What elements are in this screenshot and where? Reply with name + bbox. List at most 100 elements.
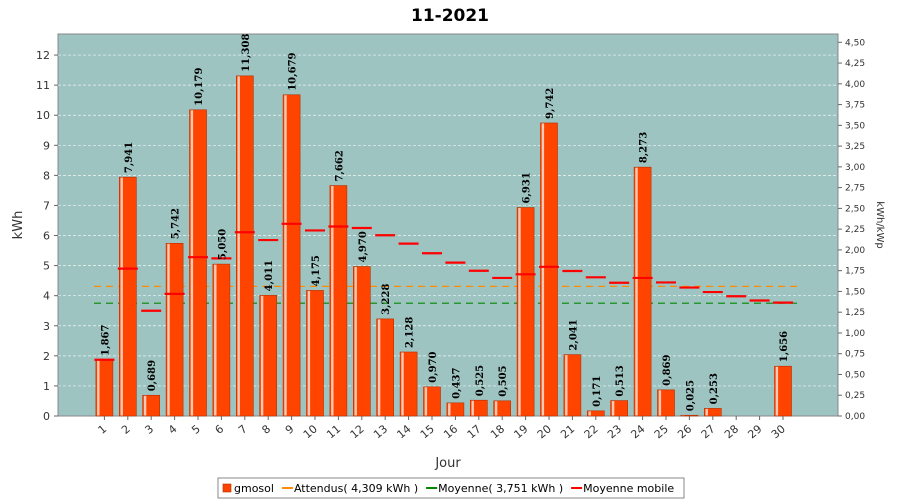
x-tick-label: 15 (418, 422, 437, 441)
y2-tick-label: 0,75 (845, 350, 865, 360)
x-tick-label: 5 (189, 422, 203, 436)
bar-highlight (167, 243, 170, 416)
bar-highlight (494, 401, 498, 416)
value-label: 0,253 (709, 373, 720, 404)
y2-tick-label: 0,25 (845, 391, 865, 401)
value-label: 3,228 (381, 284, 392, 315)
bar-highlight (120, 177, 123, 416)
bar-highlight (97, 360, 100, 416)
y2-tick-label: 0,50 (845, 370, 865, 380)
legend-box (217, 477, 685, 499)
y2-axis-label: kWh/kWp (874, 201, 885, 248)
x-tick-label: 29 (745, 422, 764, 441)
x-tick-label: 22 (582, 422, 601, 441)
grid-lines (58, 54, 838, 387)
x-tick-label: 2 (119, 422, 133, 436)
x-tick-label: 30 (769, 422, 788, 441)
bar-highlight (518, 208, 521, 416)
chart-title: 11-2021 (411, 6, 489, 26)
y-tick-label: 2 (43, 350, 50, 363)
x-tick-label: 6 (213, 422, 227, 436)
bar-highlight (307, 290, 311, 416)
bar-highlight (448, 403, 451, 416)
bar-highlight (588, 411, 591, 416)
bar-highlight (611, 401, 615, 416)
y2-tick-label: 2,75 (845, 184, 865, 194)
x-tick-label: 16 (441, 422, 460, 441)
y2-tick-label: 4,50 (845, 38, 865, 48)
value-label: 0,505 (498, 365, 509, 396)
value-label: 2,128 (405, 317, 416, 348)
bar-highlight (541, 123, 545, 416)
moving-average-series (94, 222, 793, 361)
x-tick-label: 26 (675, 422, 694, 441)
y2-tick-label: 0,00 (845, 412, 865, 422)
x-tick-label: 10 (301, 422, 320, 441)
bar-highlight (635, 167, 638, 416)
y-tick-label: 6 (43, 230, 50, 243)
bar-highlight (331, 186, 334, 416)
y-tick-label: 1 (43, 380, 50, 393)
bar-highlight (471, 400, 474, 416)
y2-tick-label: 2,00 (845, 246, 865, 256)
bar-series (95, 75, 792, 417)
x-tick-label: 14 (394, 422, 413, 441)
plot-area (57, 33, 839, 417)
y2-tick-label: 4,00 (845, 80, 865, 90)
x-tick-label: 18 (488, 422, 507, 441)
y-tick-label: 9 (43, 139, 50, 152)
value-label: 4,970 (358, 231, 369, 262)
y2-tick-label: 1,25 (845, 308, 865, 318)
value-label: 5,742 (171, 208, 182, 239)
reference-lines (94, 285, 798, 304)
value-label: 1,867 (100, 324, 111, 355)
x-tick-label: 28 (722, 422, 741, 441)
value-label: 0,513 (615, 365, 626, 396)
y-axis-label: kWh (11, 211, 26, 240)
y2-tick-label: 4,25 (845, 59, 865, 69)
bar-highlight (260, 295, 264, 416)
x-tick-label: 25 (652, 422, 671, 441)
value-label: 10,679 (288, 52, 299, 90)
y2-tick-label: 3,50 (845, 121, 865, 131)
value-label: 0,025 (685, 380, 696, 411)
y2-tick-label: 1,75 (845, 267, 865, 277)
bar-highlight (190, 110, 194, 416)
right-y-axis: 0,00 0,25 0,50 0,75 1,00 1,25 1,50 1,75 2,00 2,25… (838, 38, 865, 422)
x-tick-label: 9 (283, 422, 297, 436)
x-tick-label: 13 (371, 422, 390, 441)
y-tick-label: 7 (43, 199, 50, 212)
x-tick-label: 23 (605, 422, 624, 441)
value-label: 0,869 (662, 355, 673, 386)
x-axis: 1 2 3 4 5 6 7 8 9 10 11 12 13 14 15 16 17 18 19 20 21 22 23 24 2… (96, 416, 788, 441)
x-tick-label: 17 (465, 422, 484, 441)
value-label: 5,050 (217, 229, 228, 260)
value-label: 10,179 (194, 68, 205, 106)
y-tick-label: 0 (43, 410, 50, 423)
bar-highlight (424, 387, 428, 416)
x-tick-label: 3 (142, 422, 156, 436)
bar-highlight (237, 76, 240, 416)
y-tick-label: 11 (36, 79, 50, 92)
x-tick-label: 12 (348, 422, 367, 441)
value-label: 0,437 (451, 368, 462, 399)
legend-label: gmosol (234, 482, 274, 495)
x-tick-label: 8 (259, 422, 273, 436)
value-label: 8,273 (639, 132, 650, 163)
x-tick-label: 21 (558, 422, 577, 441)
bar-highlight (354, 267, 357, 416)
value-label: 4,011 (264, 260, 275, 291)
bar-highlight (214, 264, 217, 416)
value-label: 0,525 (475, 365, 486, 396)
value-label: 7,662 (334, 150, 345, 181)
x-axis-label: Jour (434, 456, 461, 471)
y2-tick-label: 3,25 (845, 142, 865, 152)
x-tick-label: 24 (628, 422, 647, 441)
y2-tick-label: 3,75 (845, 101, 865, 111)
y2-tick-label: 2,25 (845, 225, 865, 235)
bar-highlight (775, 366, 779, 416)
bar-highlight (377, 319, 381, 416)
value-label: 9,742 (545, 88, 556, 119)
bar-highlight (143, 395, 147, 416)
y2-tick-label: 1,50 (845, 287, 865, 297)
